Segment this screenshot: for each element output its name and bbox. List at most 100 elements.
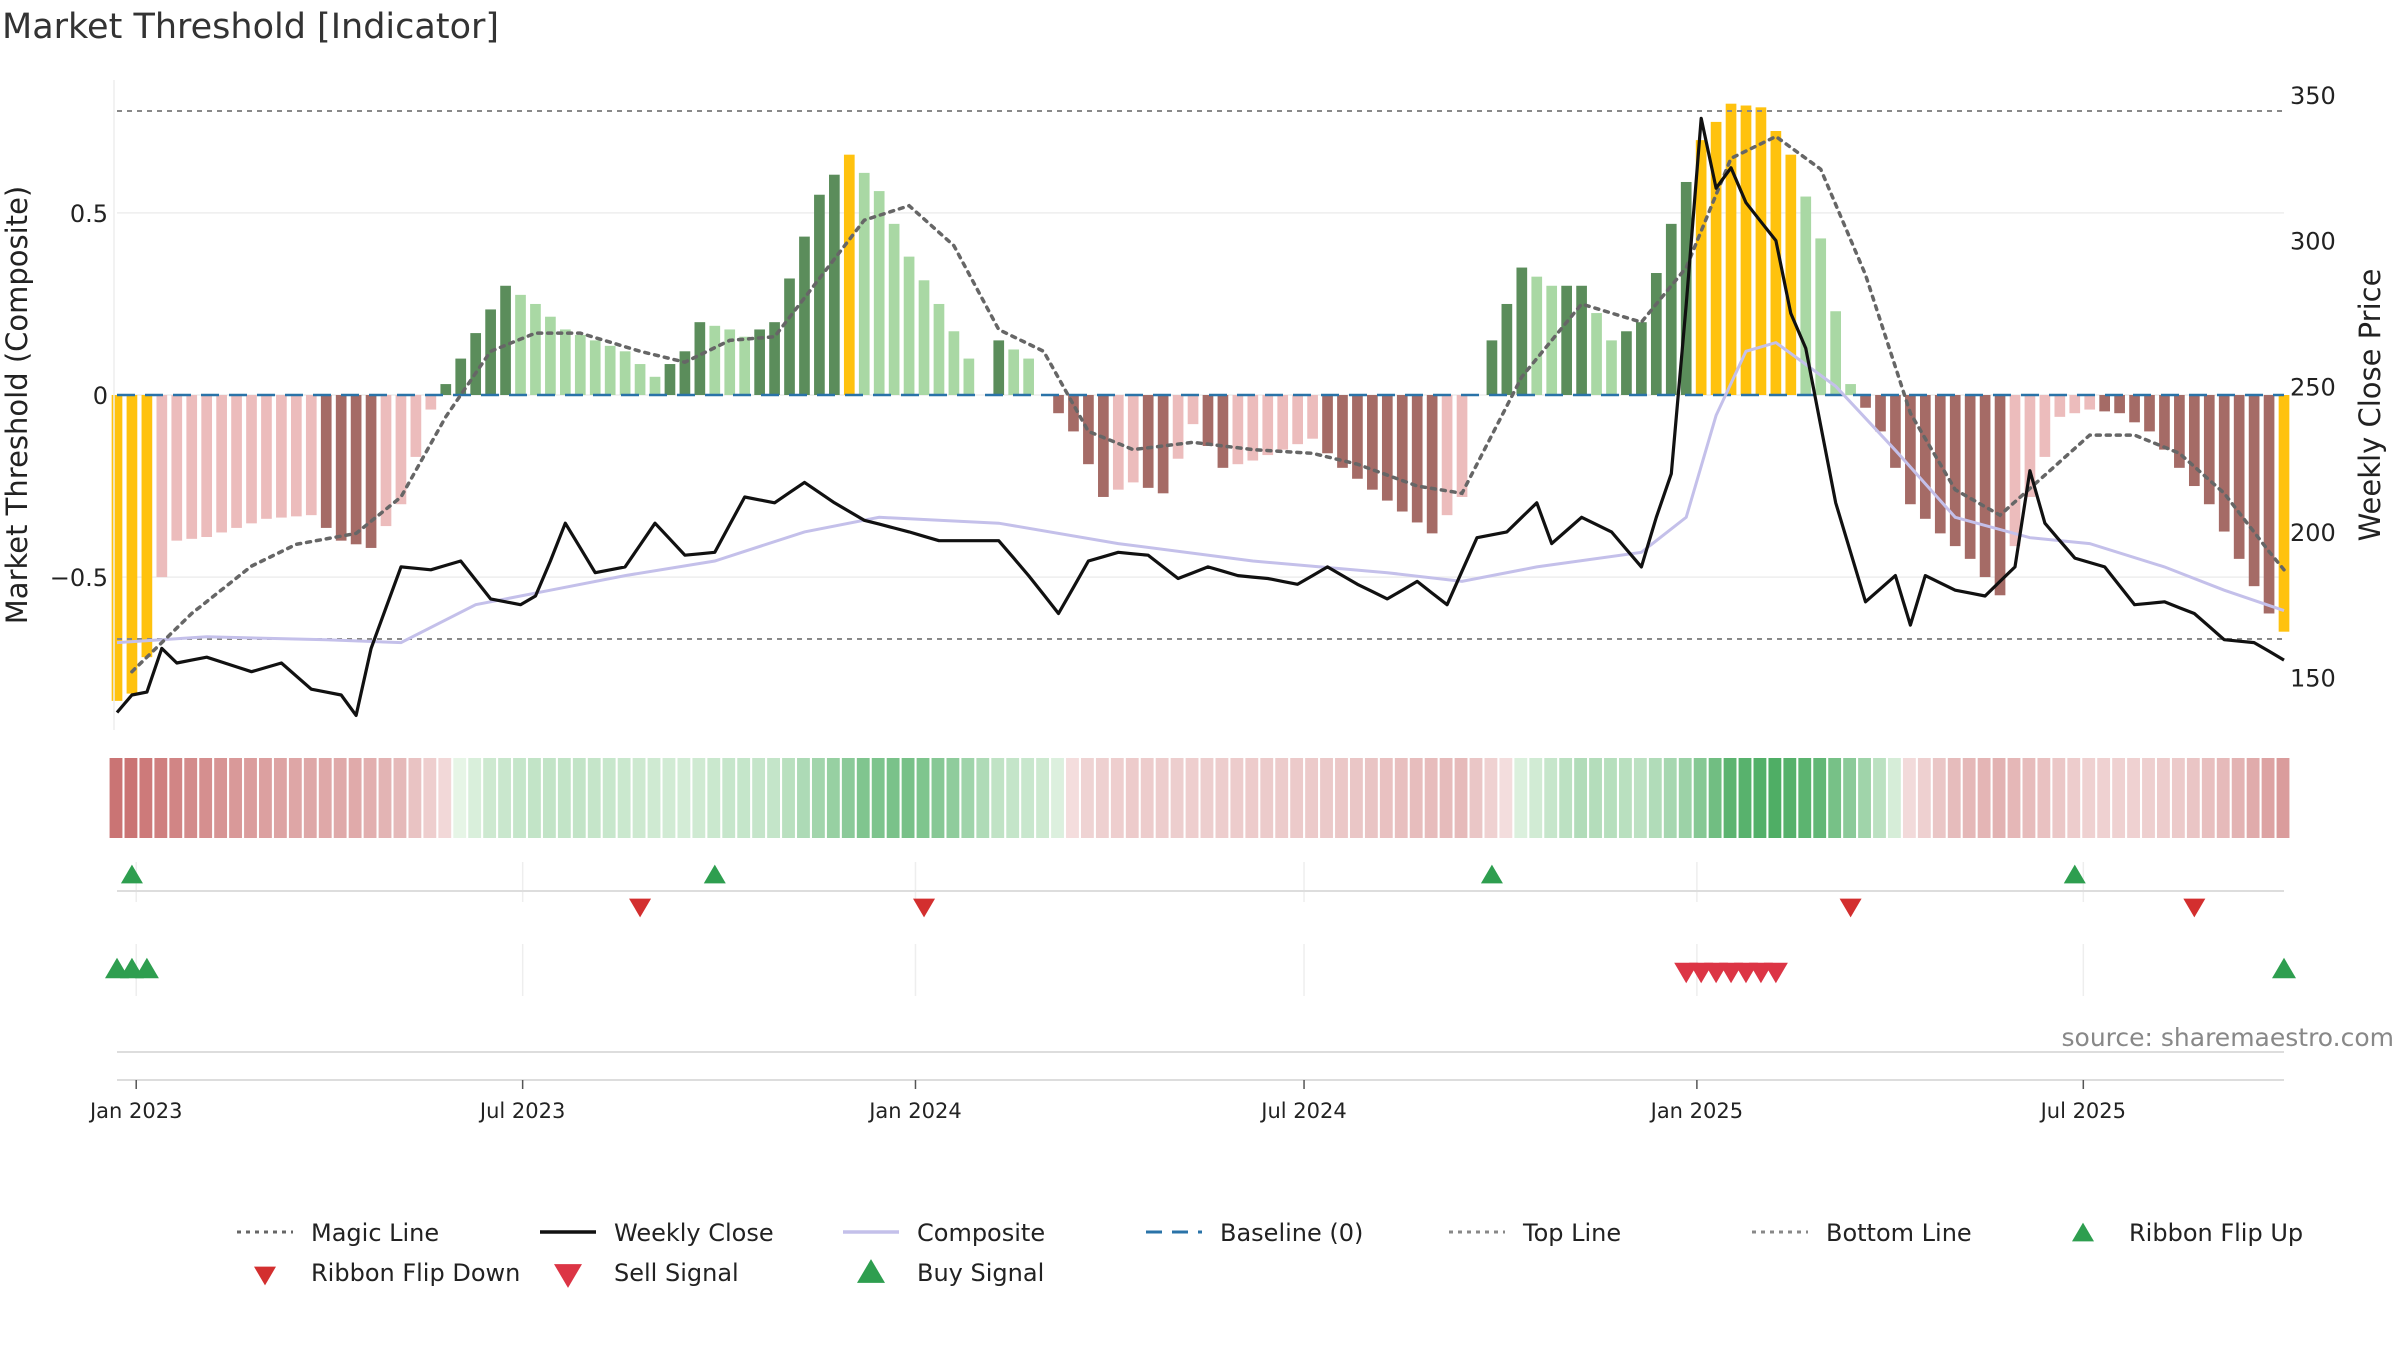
ribbon-cell	[244, 758, 257, 838]
ribbon-cell	[632, 758, 646, 838]
sell-signal-marker	[1763, 962, 1788, 984]
ribbon-cell	[2216, 758, 2230, 838]
ribbon-cell	[1095, 758, 1109, 838]
ribbon-cell	[931, 758, 945, 838]
right-tick-label: 200	[2290, 519, 2336, 547]
ribbon-cell	[169, 758, 183, 838]
ribbon-cell	[1439, 758, 1453, 838]
ribbon-cell	[1051, 758, 1064, 838]
composite-bar	[2084, 395, 2096, 410]
ribbon-cell	[1185, 758, 1199, 838]
composite-bar	[395, 395, 407, 505]
composite-bar	[1516, 267, 1528, 395]
composite-bar	[1501, 303, 1513, 395]
right-tick-label: 150	[2290, 665, 2336, 693]
ribbon-cell	[1200, 758, 1214, 838]
ribbon-flip-down-marker	[913, 898, 936, 918]
composite-bar	[141, 395, 153, 658]
ribbon-cell	[528, 758, 541, 838]
composite-bar	[709, 325, 721, 395]
ribbon-cell	[1619, 758, 1632, 838]
composite-bar	[1636, 322, 1647, 395]
ribbon-cell	[1364, 758, 1378, 838]
composite-bar	[888, 223, 900, 395]
composite-bar	[1561, 285, 1572, 395]
ribbon-strip	[109, 758, 2290, 838]
legend-item: Sell Signal	[554, 1259, 739, 1288]
composite-bar	[963, 358, 975, 395]
composite-bar	[1381, 395, 1393, 501]
composite-bar	[201, 395, 213, 538]
ribbon-cell	[2276, 758, 2290, 838]
composite-bar	[1621, 331, 1632, 395]
ribbon-cell	[1678, 758, 1692, 838]
legend-label: Baseline (0)	[1220, 1219, 1363, 1247]
ribbon-cell	[1828, 758, 1842, 838]
composite-bar	[1979, 395, 1991, 578]
ribbon-cell	[199, 758, 213, 838]
composite-bar	[1890, 395, 1901, 468]
ribbon-cell	[1633, 758, 1647, 838]
ribbon-cell	[1125, 758, 1139, 838]
ribbon-cell	[782, 758, 795, 838]
ribbon-flip-up-marker	[2063, 864, 2086, 884]
ribbon-cell	[498, 758, 511, 838]
composite-bar	[784, 278, 795, 395]
ribbon-flip-up-marker	[703, 864, 726, 884]
ribbon-cell	[318, 758, 332, 838]
ribbon-cell	[2231, 758, 2245, 838]
composite-bar	[589, 340, 601, 395]
ribbon-cell	[438, 758, 452, 838]
composite-bar	[1456, 395, 1468, 497]
composite-bar	[455, 358, 467, 395]
composite-bar	[1441, 395, 1453, 516]
ribbon-cell	[1155, 758, 1169, 838]
ribbon-cell	[617, 758, 631, 838]
composite-bar	[619, 351, 631, 395]
composite-bar	[156, 395, 168, 578]
ribbon-cell	[303, 758, 317, 838]
composite-bar	[1023, 358, 1034, 395]
ribbon-cell	[1290, 758, 1304, 838]
composite-bar	[1875, 395, 1886, 432]
x-axis: Jan 2023 Jul 2023 Jan 2024 Jul 2024 Jan 2025…	[88, 1079, 2284, 1123]
ribbon-cell	[1902, 758, 1916, 838]
composite-bar	[903, 256, 915, 395]
composite-bar	[380, 395, 392, 527]
composite-bar	[1142, 395, 1154, 488]
right-axis-label: Weekly Close Price	[2353, 269, 2387, 542]
composite-bars	[111, 103, 2290, 701]
ribbon-cell	[1036, 758, 1050, 838]
ribbon-flip-down-marker	[1839, 898, 1862, 918]
ribbon-cell	[797, 758, 810, 838]
ribbon-cell	[154, 758, 168, 838]
composite-bar	[276, 395, 287, 518]
composite-bar	[126, 395, 138, 694]
ribbon-cell	[2142, 758, 2155, 838]
ribbon-cell	[662, 758, 676, 838]
legend-label: Buy Signal	[917, 1259, 1044, 1287]
ribbon-cell	[1275, 758, 1289, 838]
ribbon-cell	[363, 758, 377, 838]
composite-bar	[1411, 395, 1423, 523]
composite-bar	[679, 351, 691, 395]
ribbon-cell	[1424, 758, 1438, 838]
ribbon-cell	[2037, 758, 2051, 838]
composite-bar	[171, 395, 183, 541]
ribbon-cell	[1783, 758, 1797, 838]
composite-bar	[1710, 121, 1722, 396]
ribbon-flip-down-marker	[2183, 898, 2206, 918]
ribbon-cell	[1544, 758, 1558, 838]
ribbon-cell	[1349, 758, 1363, 838]
composite-bar	[739, 336, 751, 395]
ribbon-cell	[677, 758, 691, 838]
composite-bar	[799, 236, 810, 395]
ribbon-cell	[2246, 758, 2260, 838]
composite-bar	[1187, 395, 1199, 425]
ribbon-cell	[871, 758, 885, 838]
composite-bar	[1591, 313, 1602, 395]
composite-bar	[1845, 384, 1856, 395]
composite-bar	[843, 154, 855, 395]
magic-line	[130, 134, 2286, 674]
